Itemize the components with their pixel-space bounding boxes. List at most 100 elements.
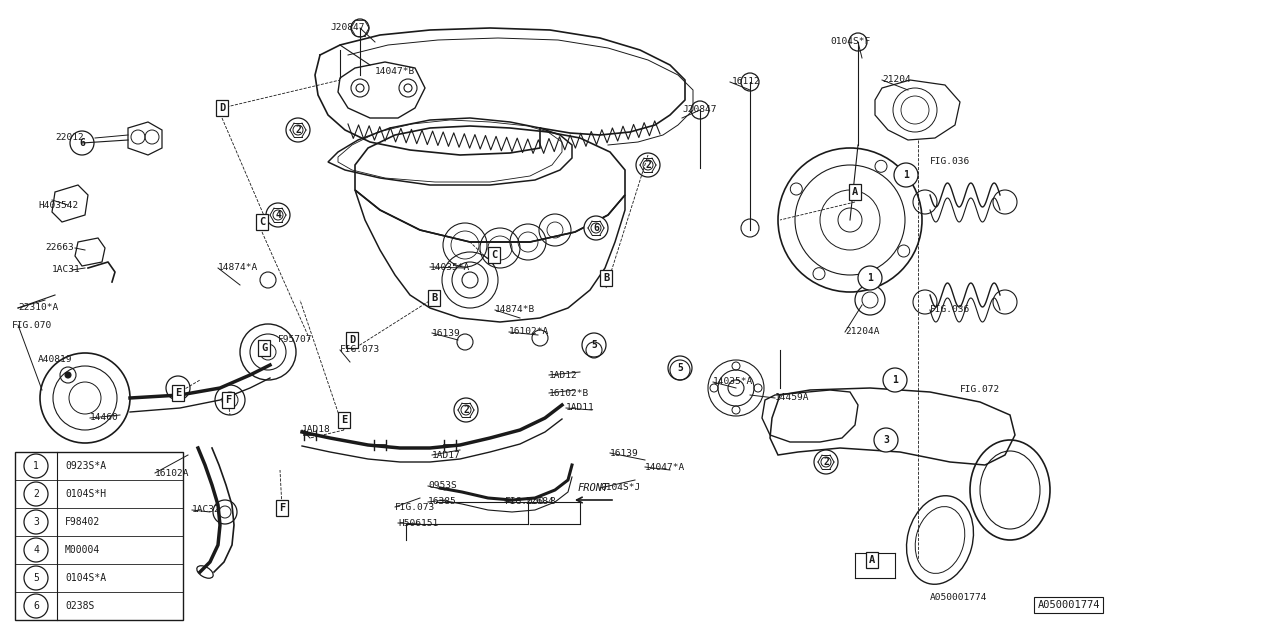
Text: 16112: 16112 [732, 77, 760, 86]
Circle shape [893, 163, 918, 187]
Text: 1: 1 [904, 170, 909, 180]
Circle shape [24, 510, 49, 534]
Circle shape [24, 594, 49, 618]
Text: 6: 6 [33, 601, 38, 611]
Text: 0104S*H: 0104S*H [65, 489, 106, 499]
Text: FIG.036: FIG.036 [931, 305, 970, 314]
Text: 2: 2 [463, 405, 468, 415]
Text: C: C [490, 250, 497, 260]
Text: 2: 2 [33, 489, 38, 499]
Text: 1: 1 [867, 273, 873, 283]
Circle shape [24, 482, 49, 506]
Text: 1AC31: 1AC31 [52, 266, 81, 275]
Text: FIG.073: FIG.073 [340, 346, 380, 355]
Text: 1AC32: 1AC32 [192, 506, 220, 515]
Circle shape [24, 454, 49, 478]
Circle shape [70, 131, 93, 155]
Text: F: F [225, 395, 232, 405]
Text: 14035*A: 14035*A [430, 262, 470, 271]
Text: 5: 5 [677, 363, 684, 373]
Text: F98402: F98402 [65, 517, 100, 527]
Text: 16102A: 16102A [155, 468, 189, 477]
Text: J20847: J20847 [682, 106, 717, 115]
Circle shape [636, 153, 660, 177]
Text: B: B [603, 273, 609, 283]
Text: FIG.073: FIG.073 [396, 502, 435, 511]
Text: 1: 1 [892, 375, 899, 385]
Text: 0104S*J: 0104S*J [600, 483, 640, 493]
Text: 6: 6 [593, 223, 599, 233]
Text: 4: 4 [33, 545, 38, 555]
Circle shape [454, 398, 477, 422]
Text: F: F [279, 503, 285, 513]
Text: A050001774: A050001774 [931, 593, 987, 602]
Text: 1: 1 [33, 461, 38, 471]
Text: 22684: 22684 [525, 497, 554, 506]
Text: J20847: J20847 [330, 24, 365, 33]
Text: 2: 2 [296, 125, 301, 135]
Text: D: D [219, 103, 225, 113]
Circle shape [285, 118, 310, 142]
Text: 1AD18: 1AD18 [302, 426, 330, 435]
Text: 5: 5 [591, 340, 596, 350]
Text: E: E [175, 388, 182, 398]
Text: E: E [340, 415, 347, 425]
Text: 1AD12: 1AD12 [549, 371, 577, 380]
Text: FIG.070: FIG.070 [12, 321, 52, 330]
Text: 14047*A: 14047*A [645, 463, 685, 472]
Circle shape [582, 333, 605, 357]
Text: C: C [259, 217, 265, 227]
Text: 3: 3 [883, 435, 888, 445]
Text: 16102*A: 16102*A [509, 328, 549, 337]
Text: FIG.036: FIG.036 [931, 157, 970, 166]
Text: A: A [852, 187, 858, 197]
Text: 0238S: 0238S [65, 601, 95, 611]
Text: A050001774: A050001774 [1038, 600, 1100, 610]
Text: 0923S*A: 0923S*A [65, 461, 106, 471]
Text: H403542: H403542 [38, 200, 78, 209]
Text: 14874*A: 14874*A [218, 264, 259, 273]
Text: 2: 2 [823, 457, 829, 467]
Circle shape [874, 428, 899, 452]
Text: FRONT: FRONT [579, 483, 609, 493]
Text: 14460: 14460 [90, 413, 119, 422]
Text: 14459A: 14459A [774, 394, 809, 403]
Text: A40819: A40819 [38, 355, 73, 365]
Text: 14035*A: 14035*A [713, 378, 753, 387]
Text: G: G [261, 343, 268, 353]
Text: 22012: 22012 [55, 134, 83, 143]
Text: 5: 5 [33, 573, 38, 583]
Circle shape [584, 216, 608, 240]
Circle shape [24, 566, 49, 590]
Text: 3: 3 [33, 517, 38, 527]
Circle shape [24, 538, 49, 562]
Text: FIG.050-8: FIG.050-8 [506, 497, 557, 506]
Text: 1AD17: 1AD17 [433, 451, 461, 460]
Text: H506151: H506151 [398, 518, 438, 527]
Text: D: D [349, 335, 355, 345]
Circle shape [266, 203, 291, 227]
Text: 22310*A: 22310*A [18, 303, 59, 312]
Text: 21204A: 21204A [845, 328, 879, 337]
Text: 0953S: 0953S [428, 481, 457, 490]
Circle shape [883, 368, 908, 392]
Text: A: A [869, 555, 876, 565]
Bar [15, 452, 183, 620]
Text: 16385: 16385 [428, 497, 457, 506]
Text: F95707: F95707 [278, 335, 312, 344]
Text: 2: 2 [645, 160, 652, 170]
Text: 16139: 16139 [433, 328, 461, 337]
Text: 14874*B: 14874*B [495, 305, 535, 314]
Text: 0104S*F: 0104S*F [829, 38, 870, 47]
Text: M00004: M00004 [65, 545, 100, 555]
Text: FIG.072: FIG.072 [960, 385, 1000, 394]
Circle shape [668, 356, 692, 380]
Text: 1AD11: 1AD11 [566, 403, 595, 413]
Text: 16102*B: 16102*B [549, 388, 589, 397]
Circle shape [858, 266, 882, 290]
Text: 21204: 21204 [882, 76, 911, 84]
Text: 22663: 22663 [45, 243, 74, 253]
Text: 14047*B: 14047*B [375, 67, 415, 77]
Text: B: B [431, 293, 438, 303]
Circle shape [65, 372, 70, 378]
